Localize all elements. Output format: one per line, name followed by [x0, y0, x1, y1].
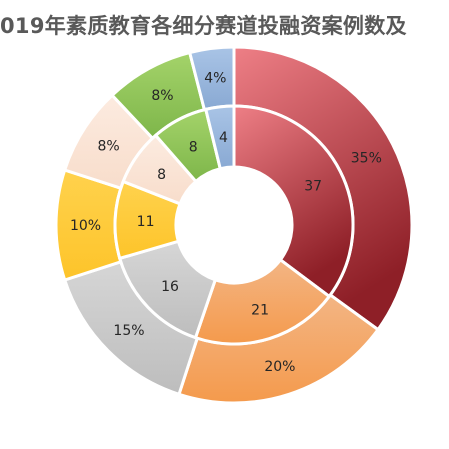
outer-label-2: 15%	[113, 323, 144, 339]
outer-label-4: 8%	[98, 138, 120, 154]
chart-title: 019年素质教育各细分赛道投融资案例数及	[0, 14, 407, 38]
inner-slice-1	[193, 257, 332, 346]
inner-label-4: 8	[157, 167, 166, 183]
outer-label-3: 10%	[70, 218, 101, 234]
data-labels: 35% 20% 15% 10% 8% 8% 4% 37 21 16 11 8 8 4	[70, 71, 382, 376]
outer-label-0: 35%	[351, 151, 382, 167]
inner-label-0: 37	[304, 178, 322, 194]
inner-slice-6	[203, 104, 236, 171]
inner-ring	[113, 104, 355, 346]
inner-slice-0	[232, 104, 355, 299]
outer-label-6: 4%	[204, 71, 226, 87]
inner-label-3: 11	[137, 214, 155, 230]
outer-ring	[54, 45, 414, 405]
inner-label-2: 16	[161, 279, 179, 295]
inner-label-5: 8	[189, 139, 198, 155]
outer-label-5: 8%	[151, 88, 173, 104]
inner-label-1: 21	[251, 303, 269, 319]
outer-label-1: 20%	[264, 359, 295, 375]
inner-label-6: 4	[219, 130, 228, 146]
